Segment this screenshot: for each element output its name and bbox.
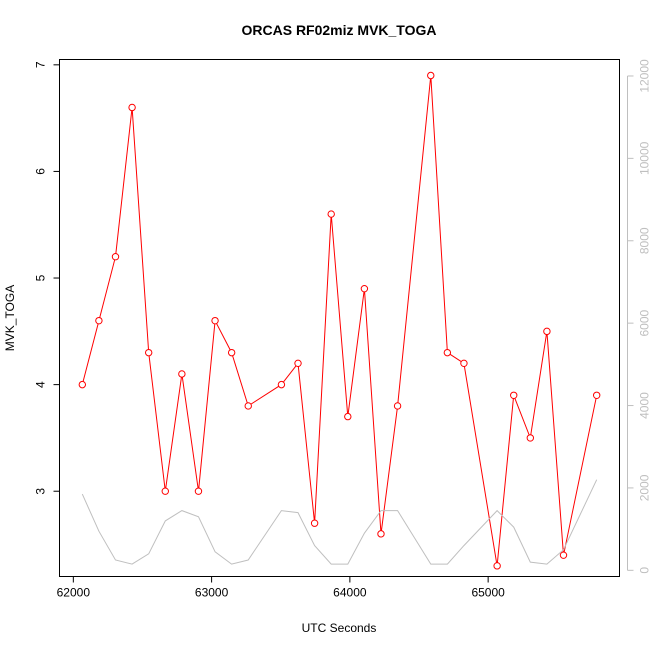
y-tick-label: 6 [34,168,48,175]
data-point [510,391,518,399]
data-point [128,103,136,112]
data-point [543,327,551,336]
y-axis-left: 3 4 5 6 7 [34,61,60,495]
data-point [78,380,87,389]
data-point [443,348,452,357]
data-point [493,562,501,570]
data-point [194,487,203,495]
y-axis-right: 0 2000 4000 6000 8000 10000 12000 [627,59,650,574]
y2-tick-label: 6000 [638,309,650,336]
y2-tick-label: 0 [638,567,650,574]
plot-frame [59,59,620,577]
data-point [111,253,120,261]
data-point [327,210,335,218]
y-tick-label: 7 [34,61,48,68]
y2-tick-label: 10000 [638,141,650,175]
data-point [344,412,352,421]
data-point [427,71,435,80]
data-point [592,391,601,399]
data-point [178,370,186,378]
right-axis-series-line [81,479,598,565]
data-point [310,519,319,527]
y2-tick-label: 2000 [638,474,650,501]
data-point [211,316,219,325]
left-axis-series-line [81,75,598,566]
y-tick-label: 5 [34,274,48,281]
data-point [244,402,252,410]
data-point [227,348,236,357]
x-tick-label: 63000 [195,586,229,600]
data-point [393,402,402,410]
y2-tick-label: 4000 [638,392,650,419]
data-point [277,380,286,389]
series-layer [78,71,601,570]
data-point [161,487,169,495]
chart-title: ORCAS RF02miz MVK_TOGA [242,22,437,38]
x-tick-label: 62000 [57,586,91,600]
data-point [526,434,535,442]
x-axis-label: UTC Seconds [302,621,377,635]
data-point [144,348,153,357]
y-axis-label: MVK_TOGA [3,285,17,351]
data-point [294,359,302,368]
data-point [360,284,369,293]
x-axis: 62000 63000 64000 65000 [57,576,505,600]
data-point [460,359,468,368]
data-point [95,316,103,325]
data-point [377,530,385,538]
y2-tick-label: 12000 [638,59,650,93]
data-point [559,551,568,559]
y-tick-label: 3 [34,488,48,495]
y2-tick-label: 8000 [638,227,650,254]
x-tick-label: 64000 [333,586,367,600]
x-tick-label: 65000 [471,586,505,600]
y-tick-label: 4 [34,381,48,388]
